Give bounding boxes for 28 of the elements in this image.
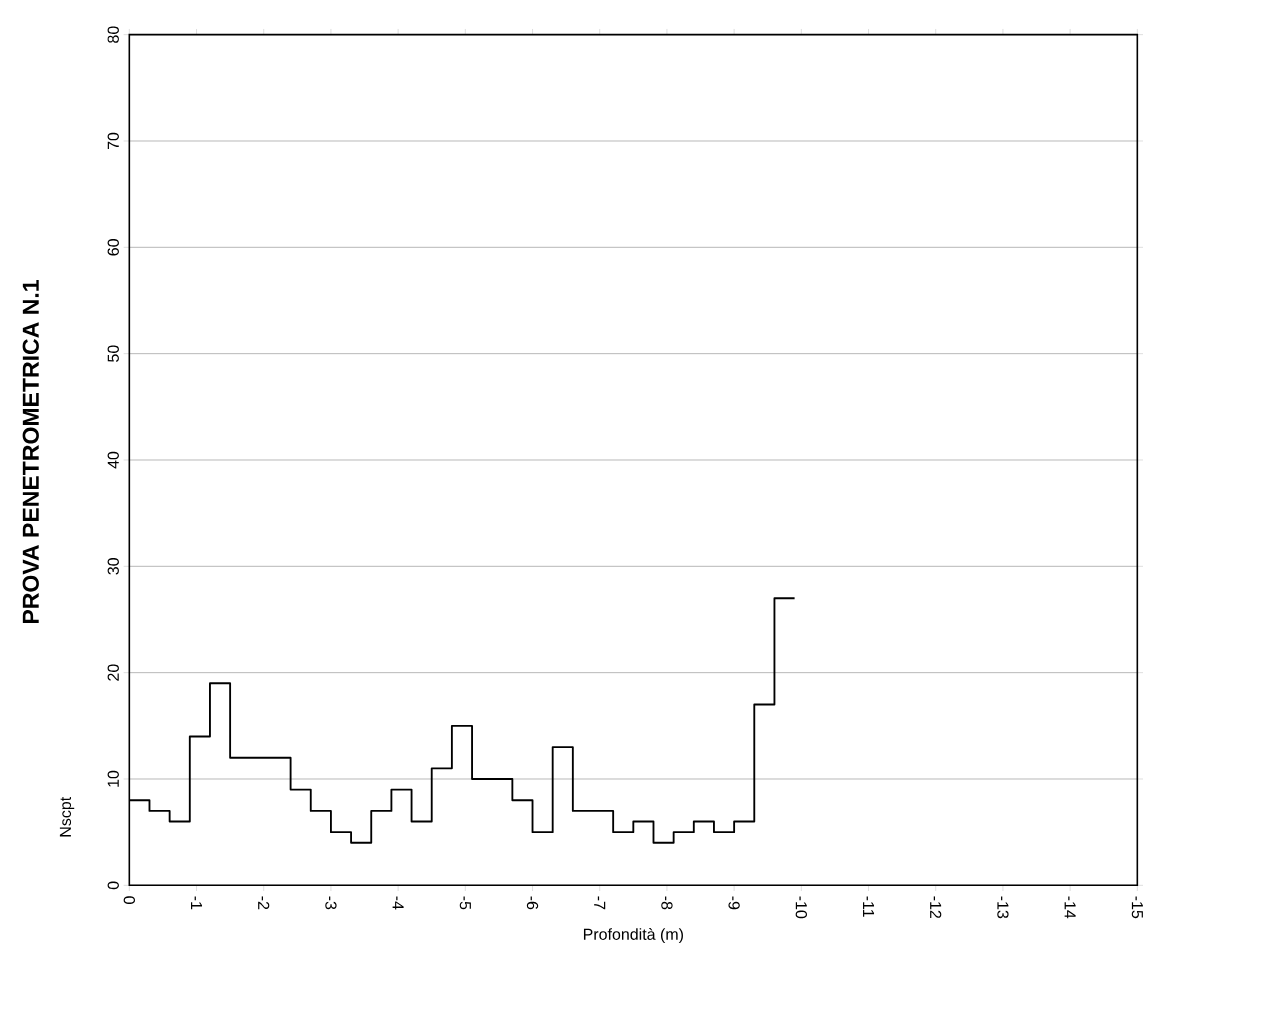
x-tick-label: -8 <box>661 896 673 910</box>
y-tick-label: 10 <box>107 770 119 787</box>
y-tick-label: 70 <box>107 132 119 150</box>
text: PROVA PENETROMETRICA N.1 <box>22 280 39 624</box>
y-tick-label: 40 <box>107 451 119 469</box>
x-tick-label: -7 <box>594 896 606 910</box>
x-tick-label: -10 <box>795 896 807 919</box>
x-tick-label: -15 <box>1131 896 1143 919</box>
x-tick-label: -12 <box>930 896 942 919</box>
x-tick-label: -6 <box>526 896 539 910</box>
x-tick-label: -2 <box>258 896 270 910</box>
y-tick-label: 80 <box>107 26 119 43</box>
x-tick-label: -11 <box>863 896 875 917</box>
x-tick-label: -1 <box>191 896 203 910</box>
x-tick-label: -3 <box>325 896 337 910</box>
y-tick-label: 0 <box>107 881 119 890</box>
x-tick-label: -5 <box>459 896 471 910</box>
y-axis-title: Nscpt <box>59 796 75 837</box>
x-axis-title: Profondità (m) <box>583 928 683 944</box>
y-tick-label: 20 <box>107 664 119 681</box>
x-tick-label: -13 <box>997 896 1009 919</box>
y-tick-label: 30 <box>107 558 119 575</box>
y-tick-label: 60 <box>107 239 119 256</box>
x-tick-label: -14 <box>1064 896 1076 919</box>
x-tick-label: 0 <box>123 896 135 904</box>
x-tick-label: -9 <box>728 896 740 910</box>
x-tick-label: -4 <box>392 896 404 910</box>
y-tick-label: 50 <box>107 345 119 362</box>
